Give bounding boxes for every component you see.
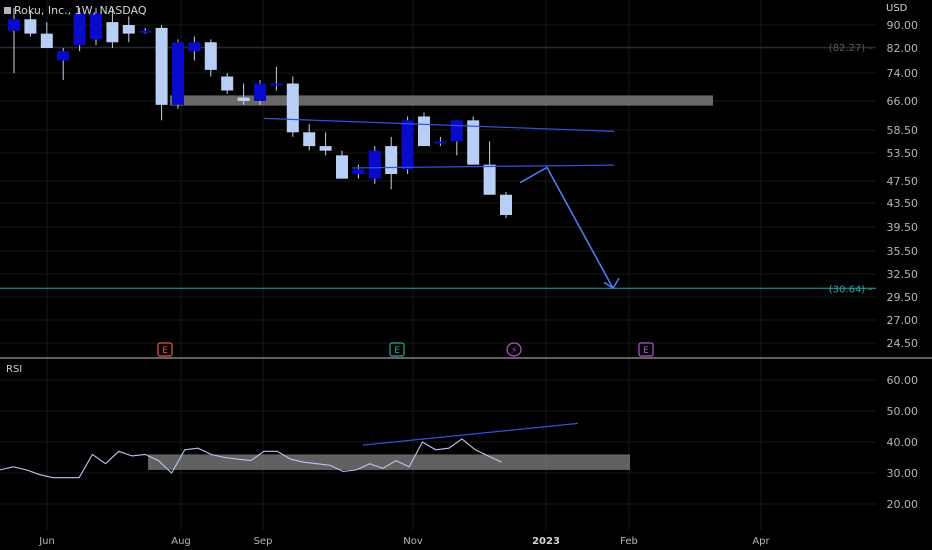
candle-body (122, 25, 135, 34)
candle-body (483, 164, 496, 195)
time-tick-label: 2023 (532, 536, 560, 547)
series-color-icon (4, 7, 11, 14)
drawings (0, 117, 876, 290)
candle-body (336, 155, 348, 179)
symbol-title-text: Roku, Inc., 1W, NASDAQ (14, 4, 147, 17)
resistance-zone (170, 95, 713, 106)
event-marker-badge (389, 342, 405, 357)
event-marker-badge (157, 342, 173, 357)
event-marker-label: E (643, 346, 649, 356)
channel-upper-line (263, 117, 615, 132)
price-tick-label: 82.00 (887, 42, 919, 55)
time-tick-label: Nov (403, 536, 423, 547)
price-tick-label: 74.00 (887, 67, 919, 80)
candle-body (450, 120, 463, 142)
rsi-tick-label: 30.00 (887, 467, 919, 480)
candle-body (237, 97, 250, 101)
event-marker-badge (638, 342, 654, 357)
event-marker-label: E (394, 346, 400, 356)
candle-body (467, 120, 480, 165)
candle-body (418, 116, 430, 147)
candle-body (106, 22, 119, 43)
currency-label: USD (886, 3, 908, 14)
price-tick-label: 58.50 (887, 124, 919, 137)
price-tick-label: 27.00 (887, 314, 919, 327)
rsi-tick-label: 50.00 (887, 405, 919, 418)
event-marker-label: E (162, 346, 168, 356)
price-tick-label: 24.50 (887, 337, 919, 350)
candle-body (90, 13, 102, 40)
candle-body (319, 146, 332, 151)
candle-body (434, 141, 447, 144)
candle-body (73, 13, 86, 46)
price-tick-label: 43.50 (887, 197, 919, 210)
candle-body (204, 42, 217, 70)
candle-body (303, 132, 316, 147)
candle-body (368, 150, 381, 179)
candles (8, 7, 512, 218)
price-tick-label: 90.00 (887, 19, 919, 32)
candle-body (24, 19, 37, 34)
zones (170, 95, 713, 106)
price-tick-label: 35.50 (887, 245, 919, 258)
candle-body (286, 83, 299, 133)
rsi-pane (0, 357, 932, 479)
rsi-divergence-line (362, 422, 579, 446)
candle-body (40, 33, 53, 48)
rsi-tick-label: 20.00 (887, 498, 919, 511)
event-marker-badge (506, 342, 522, 357)
time-tick-label: Jun (38, 536, 55, 547)
event-marker-label: ⚡ (511, 346, 517, 356)
earnings-markers: E E ⚡ E (157, 342, 654, 357)
axes: 90.00 82.00 74.00 66.00 58.50 53.50 47.50 43.50… (38, 19, 918, 547)
price-tick-label: 29.50 (887, 291, 919, 304)
rsi-tick-label: 60.00 (887, 374, 919, 387)
time-tick-label: Sep (254, 536, 273, 547)
candle-body (188, 42, 201, 52)
projection-arrowhead (603, 277, 620, 290)
price-level-label: (30.64) - (829, 284, 873, 295)
price-tick-label: 47.50 (887, 175, 919, 188)
candle-body (139, 30, 152, 33)
time-tick-label: Apr (752, 536, 770, 547)
candle-body (8, 19, 20, 31)
symbol-title[interactable]: Roku, Inc., 1W, NASDAQ (4, 4, 147, 17)
price-level-label: (82.27) - (829, 43, 873, 54)
price-tick-label: 66.00 (887, 95, 919, 108)
rsi-support-zone (148, 454, 630, 470)
price-tick-label: 53.50 (887, 147, 919, 160)
rsi-tick-label: 40.00 (887, 436, 919, 449)
rsi-line (0, 438, 502, 479)
gridlines (0, 0, 876, 530)
candle-body (155, 27, 168, 105)
price-tick-label: 39.50 (887, 221, 919, 234)
time-tick-label: Feb (620, 536, 638, 547)
candle-body (270, 83, 283, 86)
candle-body (500, 194, 512, 215)
time-tick-label: Aug (171, 536, 191, 547)
price-tick-label: 32.50 (887, 268, 919, 281)
candle-body (254, 83, 266, 101)
candle-body (172, 42, 184, 105)
candle-body (385, 146, 398, 174)
rsi-title: RSI (6, 364, 23, 375)
candle-body (401, 120, 414, 170)
projection-path (519, 166, 614, 289)
channel-lower-line (351, 164, 615, 169)
candle-body (221, 76, 234, 91)
candle-body (352, 169, 365, 174)
candle-body (57, 51, 70, 61)
